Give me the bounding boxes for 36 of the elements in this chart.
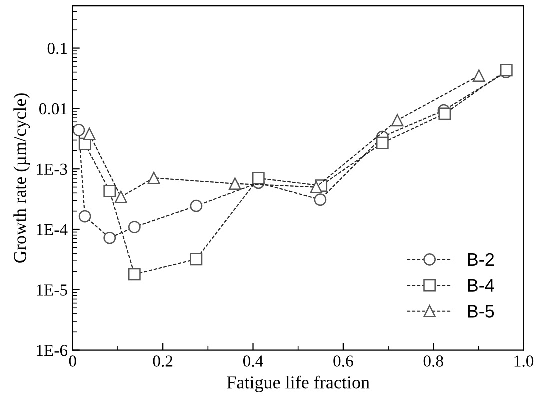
y-tick-label: 1E-4 — [37, 224, 68, 236]
y-tick-label: 1E-3 — [37, 164, 68, 176]
x-tick-label: 0.6 — [334, 356, 354, 367]
point — [83, 128, 96, 140]
y-tick-label: 1E-6 — [37, 345, 68, 356]
point — [148, 172, 160, 184]
point — [376, 136, 389, 150]
x-tick-label: 0.8 — [424, 356, 444, 367]
legend-label: B-5 — [468, 305, 494, 318]
point — [128, 268, 141, 281]
legend-label: B-4 — [468, 279, 494, 292]
point — [472, 70, 486, 82]
point — [72, 124, 86, 136]
point — [229, 178, 242, 190]
y-tick-label: 0.1 — [48, 42, 68, 54]
point — [190, 253, 203, 266]
point — [252, 172, 265, 185]
point — [104, 185, 116, 198]
point — [190, 200, 203, 212]
x-tick-label: 0.2 — [153, 356, 173, 367]
y-tick-label: 1E-5 — [37, 284, 68, 296]
y-axis-title: Growth rate (µm/cycle) — [14, 94, 30, 263]
point — [114, 190, 128, 204]
legend-label: B-2 — [468, 253, 494, 266]
point — [314, 194, 327, 206]
point — [438, 108, 452, 120]
point — [78, 210, 92, 223]
point — [104, 232, 116, 244]
y-tick-label: 0.01 — [40, 103, 68, 115]
x-axis-title: Fatigue life fraction — [227, 376, 370, 392]
x-tick-label: 0.4 — [243, 356, 264, 367]
point — [391, 114, 404, 127]
point — [310, 181, 323, 194]
x-tick-label: 1.0 — [514, 356, 534, 367]
point — [128, 221, 141, 234]
x-tick-label: 0 — [69, 356, 76, 367]
